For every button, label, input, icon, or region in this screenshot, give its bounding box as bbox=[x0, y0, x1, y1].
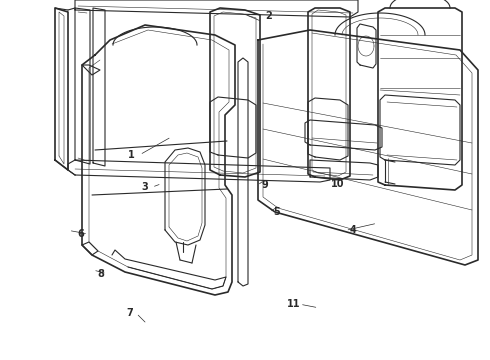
Text: 10: 10 bbox=[331, 179, 345, 189]
Text: 3: 3 bbox=[141, 182, 148, 192]
Text: 6: 6 bbox=[77, 229, 84, 239]
Text: 5: 5 bbox=[273, 207, 280, 217]
Text: 8: 8 bbox=[97, 269, 104, 279]
Text: 9: 9 bbox=[261, 180, 268, 190]
Text: 2: 2 bbox=[265, 11, 272, 21]
Text: 1: 1 bbox=[128, 150, 135, 160]
Text: 4: 4 bbox=[349, 225, 356, 235]
Text: 7: 7 bbox=[126, 308, 133, 318]
Text: 11: 11 bbox=[287, 299, 301, 309]
